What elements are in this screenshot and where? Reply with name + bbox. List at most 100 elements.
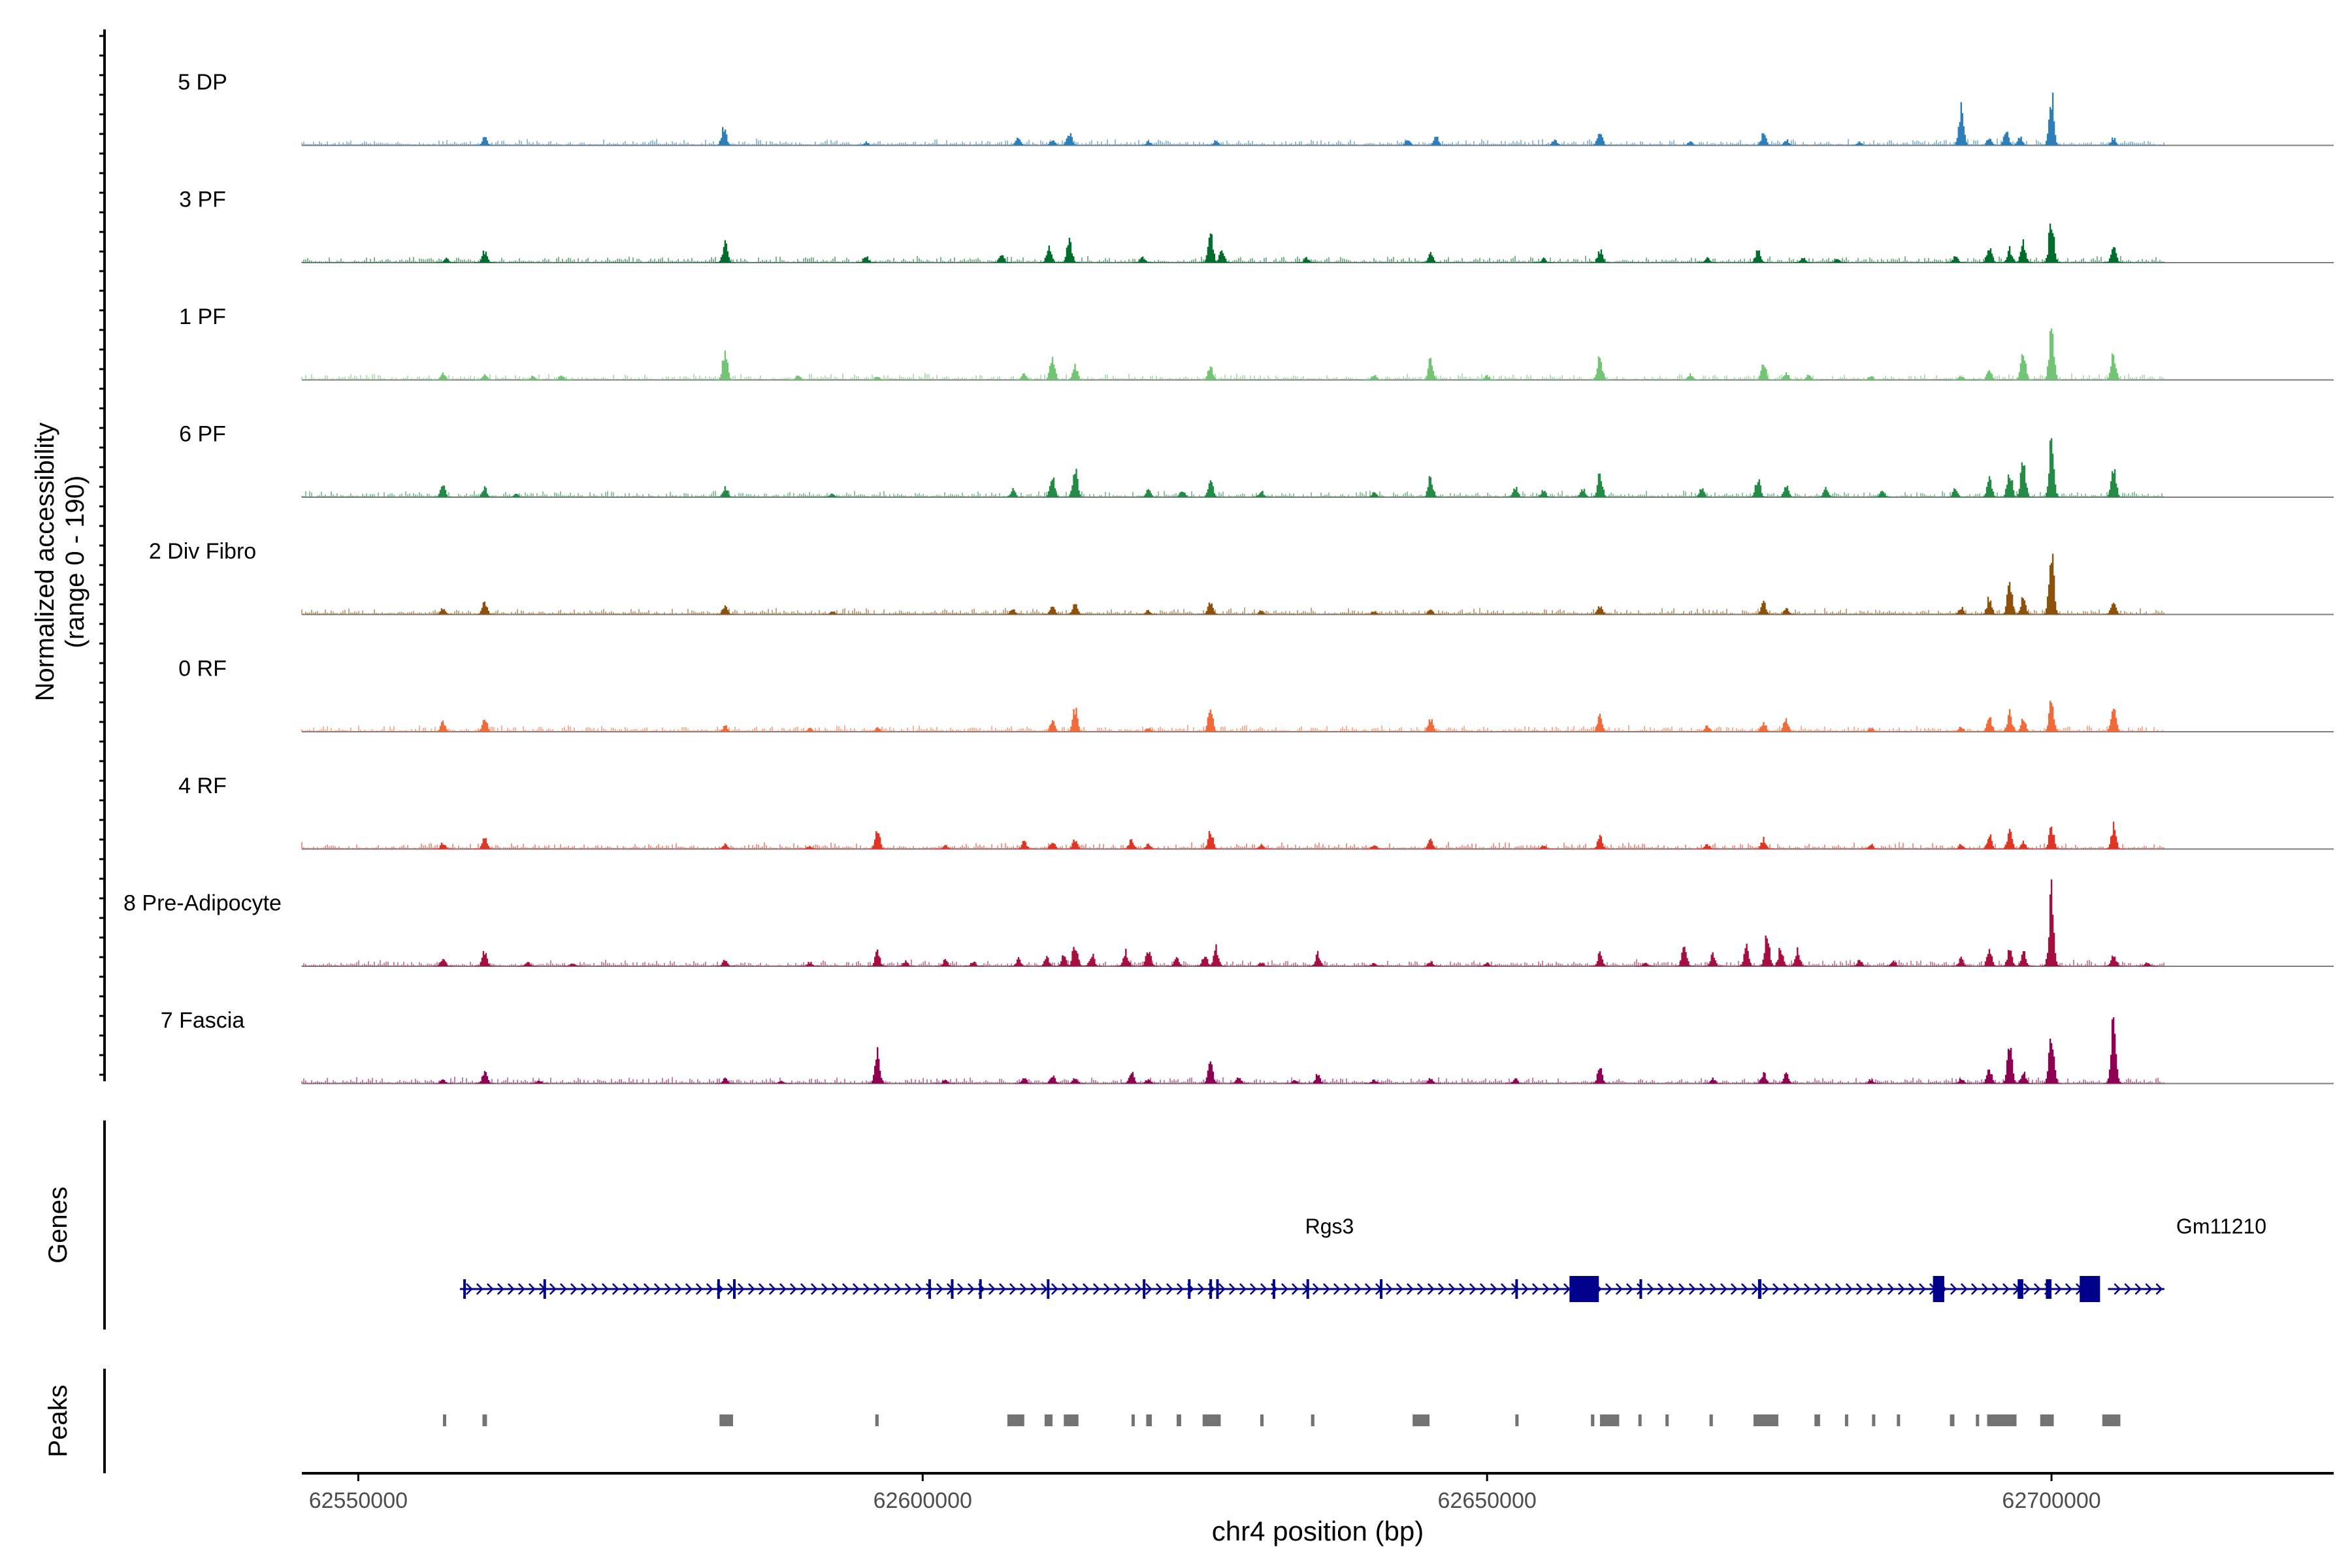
coverage-peak — [1979, 139, 2000, 146]
coverage-peak — [1398, 140, 1418, 146]
coverage-peak — [1039, 245, 1059, 263]
track-background-signal — [301, 139, 2164, 146]
coverage-peak — [1042, 1075, 1063, 1084]
coverage-peak — [1951, 727, 1971, 732]
coverage-peak — [1138, 728, 1158, 732]
gene-exon — [1272, 1279, 1275, 1299]
coverage-peak — [1477, 962, 1497, 966]
coverage-peak — [2041, 92, 2062, 146]
peak-region — [1844, 1414, 1848, 1426]
coverage-peak — [1211, 250, 1232, 263]
coverage-peak — [1172, 491, 1192, 497]
y-axis-label-range: (range 0 - 190) — [61, 476, 90, 649]
coverage-peak — [529, 1081, 549, 1084]
peak-region — [875, 1414, 879, 1426]
coverage-peak — [1065, 1078, 1085, 1084]
coverage-peak — [1590, 356, 1610, 380]
track-label: 4 RF — [178, 774, 227, 798]
coverage-peak — [1206, 944, 1226, 966]
track-label: 5 DP — [178, 70, 227, 95]
coverage-peak — [868, 831, 888, 849]
coverage-peak — [1861, 376, 1881, 380]
coverage-peak — [1065, 363, 1085, 380]
coverage-peak — [1042, 477, 1063, 497]
coverage-peak — [1793, 257, 1814, 263]
coverage-peak — [1748, 479, 1768, 497]
gene-exon — [733, 1279, 736, 1299]
peak-region — [1709, 1414, 1713, 1426]
coverage-peak — [1251, 491, 1271, 497]
coverage-peak — [789, 375, 809, 380]
coverage-peak — [1200, 1061, 1221, 1084]
coverage-peak — [1420, 1078, 1441, 1084]
peak-region — [719, 1414, 734, 1426]
coverage-peak — [1121, 839, 1142, 849]
peak-region — [1515, 1414, 1519, 1426]
genes-panel-title: Genes — [44, 1186, 73, 1264]
coverage-peak — [1533, 845, 1554, 849]
x-axis-ticks: 62550000 62600000 62650000 62700000 — [309, 1473, 2101, 1513]
track-label: 8 Pre-Adipocyte — [123, 891, 282, 916]
coverage-peak — [563, 963, 583, 966]
coverage-peak — [1138, 1079, 1158, 1084]
coverage-peak — [1999, 581, 2020, 615]
coverage-peak — [2041, 438, 2062, 497]
coverage-peak — [1200, 831, 1221, 849]
coverage-peak — [1138, 140, 1158, 146]
coverage-peak — [1059, 237, 1080, 263]
peak-region — [2040, 1414, 2054, 1426]
coverage-peak — [715, 350, 736, 380]
coverage-peak — [1951, 843, 1971, 849]
coverage-peak — [1771, 947, 1791, 966]
peak-region — [1177, 1414, 1181, 1426]
coverage-peak — [1951, 956, 1971, 966]
coverage-peak — [2010, 137, 2030, 146]
coverage-peak — [1590, 473, 1610, 497]
coverage-peak — [1788, 947, 1808, 966]
gene-exon — [1515, 1279, 1518, 1299]
coverage-peak — [2041, 223, 2062, 263]
coverage-peak — [1042, 140, 1063, 146]
coverage-peak — [433, 842, 453, 849]
coverage-peak — [1138, 843, 1158, 849]
coverage-peak — [1065, 708, 1085, 732]
track-background-signal — [301, 841, 2164, 849]
coverage-peak — [1754, 133, 1774, 146]
gene-exon — [1639, 1279, 1642, 1299]
coverage-peak — [1979, 834, 2000, 849]
coverage-peak — [856, 256, 877, 263]
coverage-peak — [1999, 1047, 2020, 1084]
peak-region — [1202, 1414, 1221, 1426]
peak-region — [1131, 1414, 1135, 1426]
peak-region — [1146, 1414, 1152, 1426]
peak-region — [2102, 1414, 2121, 1426]
axes-layer: Normalized accessibility (range 0 - 190) — [31, 29, 106, 1081]
gene-models: Rgs3 Gm11210 — [459, 1215, 2266, 1302]
coverage-peak — [1754, 722, 1774, 732]
coverage-peak — [1703, 952, 1723, 966]
coverage-peak — [1850, 960, 1870, 966]
peak-region — [1753, 1414, 1778, 1426]
coverage-peak — [1014, 373, 1034, 380]
coverage-peak — [935, 958, 955, 966]
coverage-peak — [2103, 137, 2124, 146]
track-label: 1 PF — [179, 304, 226, 329]
coverage-peak — [1420, 476, 1441, 497]
coverage-tracks: 5 DP 3 PF 1 PF 6 PF 2 Div Fibro 0 RF 4 RF 8 Pre… — [123, 70, 2334, 1085]
x-axis-tick-label: 62600000 — [874, 1488, 972, 1513]
coverage-peak — [1082, 953, 1102, 966]
coverage-peak — [436, 257, 457, 263]
peaks-panel: Peaks — [44, 1369, 2121, 1473]
coverage-peak — [1420, 357, 1441, 380]
coverage-peak — [1816, 487, 1836, 497]
peak-region — [1638, 1414, 1642, 1426]
coverage-peak — [1872, 491, 1893, 497]
coverage-peak — [433, 608, 453, 615]
gene-exon — [2017, 1279, 2023, 1299]
coverage-peak — [1003, 488, 1023, 497]
coverage-peak — [1251, 962, 1271, 966]
coverage-peak — [1697, 257, 1718, 263]
coverage-peak — [2103, 602, 2124, 615]
coverage-peak — [1116, 949, 1136, 966]
coverage-peak — [1138, 489, 1158, 497]
